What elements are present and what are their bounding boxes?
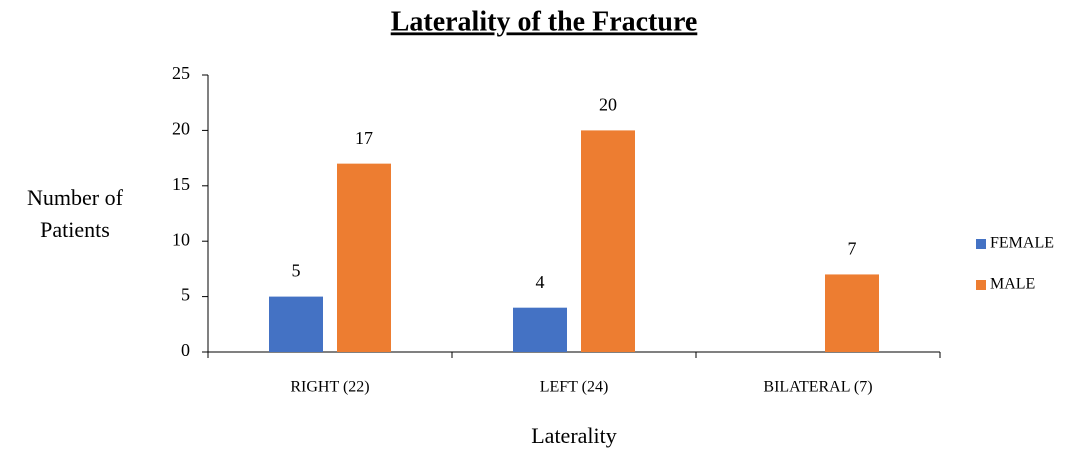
- y-tick-label: 25: [172, 63, 190, 83]
- legend-label: MALE: [990, 276, 1035, 293]
- bar: [825, 274, 879, 352]
- legend-swatch: [976, 280, 986, 290]
- data-label: 5: [292, 261, 301, 281]
- y-tick-label: 5: [181, 285, 190, 305]
- data-label: 20: [599, 95, 617, 115]
- bar: [269, 296, 323, 352]
- data-label: 17: [355, 128, 373, 148]
- bar: [337, 163, 391, 352]
- y-tick-label: 20: [172, 119, 190, 139]
- legend-swatch: [976, 239, 986, 249]
- chart-title: Laterality of the Fracture: [391, 6, 698, 37]
- x-tick-label: BILATERAL (7): [763, 379, 872, 396]
- bar: [581, 130, 635, 352]
- legend-label: FEMALE: [990, 235, 1054, 252]
- y-axis-label: Number of Patients: [27, 185, 123, 242]
- x-tick-label: RIGHT (22): [290, 379, 369, 396]
- bar: [513, 307, 567, 352]
- y-tick-label: 15: [172, 174, 190, 194]
- data-label: 4: [536, 272, 545, 292]
- y-tick-label: 10: [172, 229, 190, 249]
- y-tick-label: 0: [181, 340, 190, 360]
- data-label: 7: [848, 239, 857, 259]
- x-axis-label: Laterality: [531, 423, 617, 448]
- x-tick-label: LEFT (24): [540, 379, 609, 396]
